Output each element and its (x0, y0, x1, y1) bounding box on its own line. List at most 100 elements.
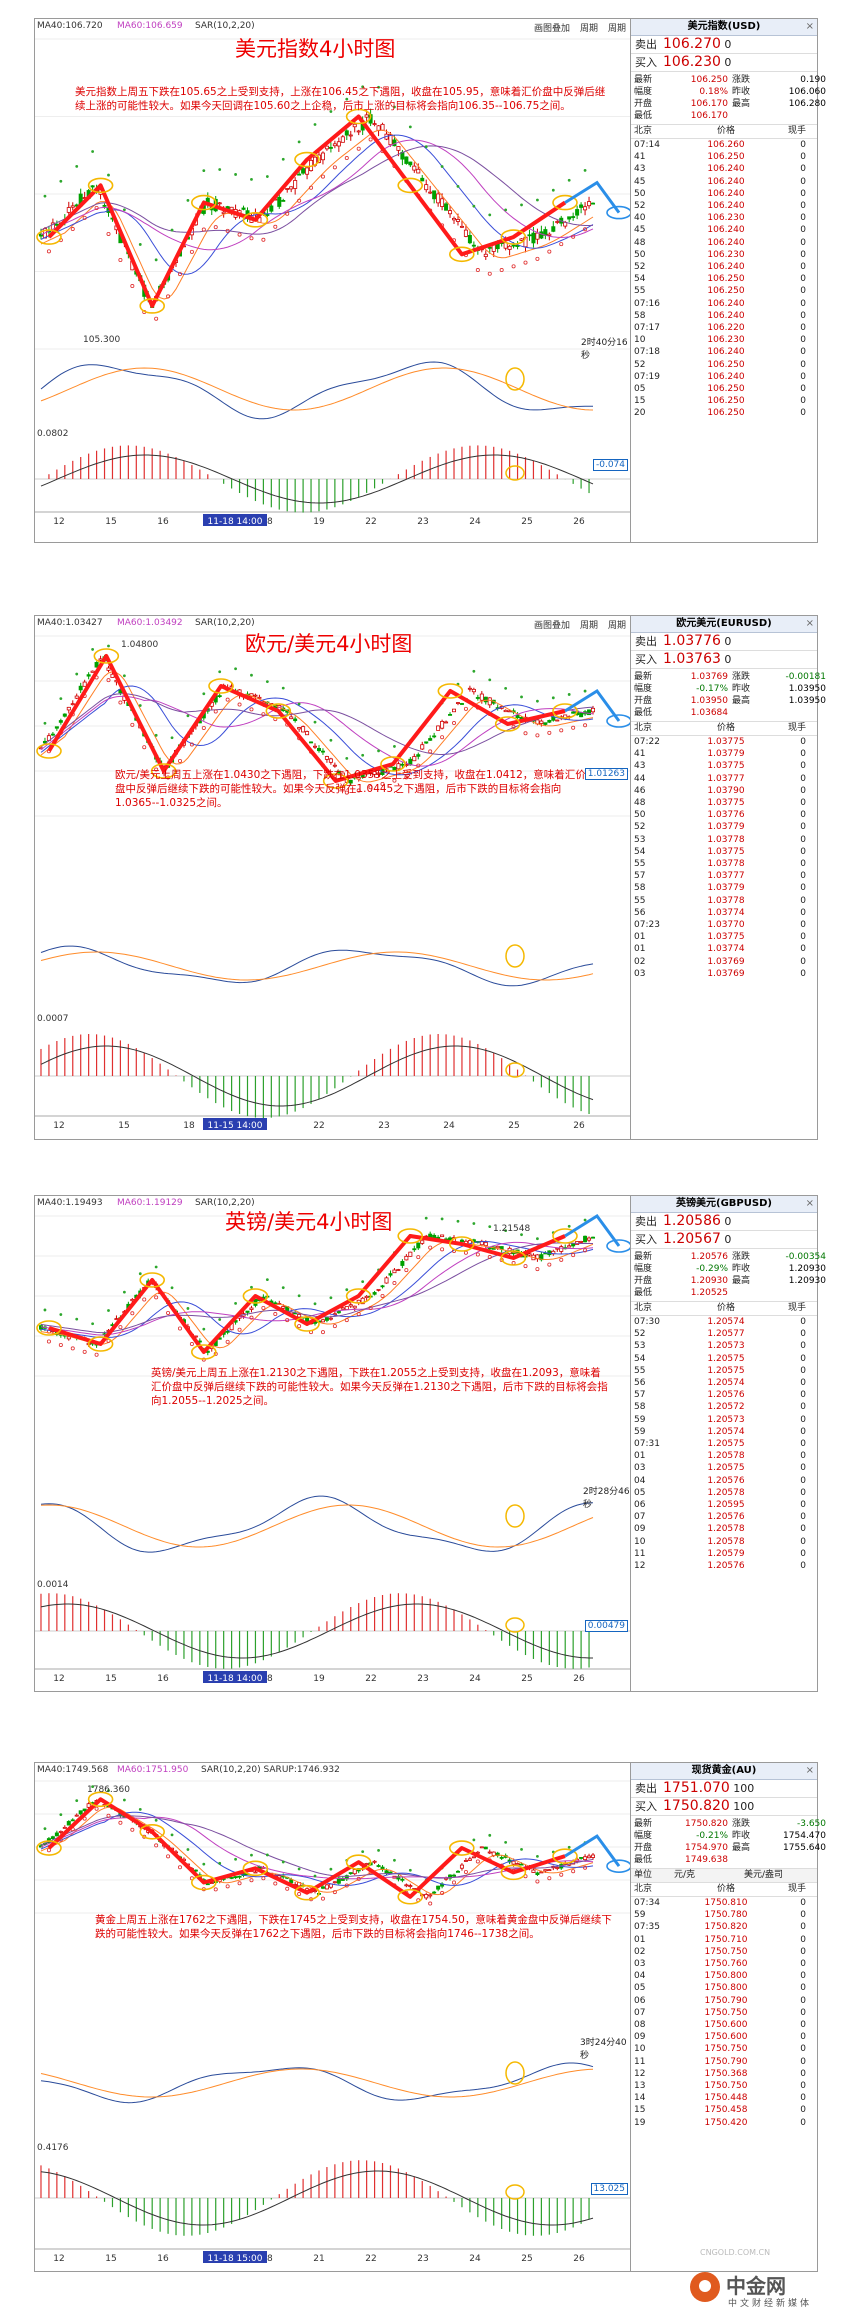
sar-dot-up (567, 1845, 571, 1849)
menu-item[interactable]: 周期 (579, 621, 598, 631)
sar-dot-up (91, 648, 95, 651)
x-tick-label: 16 (157, 2254, 169, 2264)
close-icon[interactable]: × (805, 618, 814, 629)
tick-list[interactable]: 07:34 1750.810 0 59 1750.780 0 07:35 1750.820 0 0… (631, 1897, 817, 2129)
candle (483, 1242, 488, 1247)
candle (591, 1854, 596, 1858)
sar-dot-up (424, 1216, 428, 1220)
candle (487, 1247, 492, 1250)
sar-dot (332, 165, 337, 170)
tick-time: 05 (634, 1487, 646, 1498)
tick-time: 13 (634, 2081, 646, 2092)
tick-volume: 0 (800, 408, 806, 419)
sar-dot (225, 1339, 230, 1344)
candle (539, 1871, 544, 1874)
menu-item[interactable]: 周期 (607, 621, 626, 631)
stat-value: -0.21% (696, 1831, 728, 1841)
tick-time: 58 (634, 883, 646, 894)
tick-volume: 0 (800, 237, 806, 248)
sar-dot-up (59, 1813, 63, 1817)
tick-row: 52 106.250 0 (634, 359, 817, 371)
candle (62, 713, 67, 717)
indicator-line-d (40, 1504, 594, 1548)
sar-dot-up (91, 1322, 95, 1326)
unit-row[interactable]: 单位 元/克 美元/盎司 (631, 1869, 817, 1883)
cursor-date-label: 11-18 14:00 (208, 517, 263, 527)
candle (567, 1245, 572, 1248)
close-icon[interactable]: × (805, 1198, 814, 1209)
tick-row: 58 106.240 0 (634, 310, 817, 322)
sar-dot (368, 785, 373, 790)
tick-price: 106.250 (707, 359, 745, 370)
sar-dot (106, 678, 111, 683)
sar-dot (58, 1342, 63, 1347)
menu-item[interactable]: 周期 (579, 24, 598, 34)
indicator-highlight (505, 1504, 525, 1528)
highlight-ellipse (242, 1860, 269, 1877)
x-tick-label: 25 (521, 517, 532, 527)
tick-price: 1.20575 (707, 1439, 745, 1450)
sar-dot (583, 723, 588, 728)
candle (90, 670, 95, 673)
tick-time: 55 (634, 1365, 646, 1376)
candle (320, 152, 325, 161)
tick-volume: 0 (800, 2081, 806, 2092)
candle (102, 204, 107, 207)
cursor-date-box (203, 2251, 267, 2263)
candle (591, 1236, 596, 1239)
candle (571, 216, 576, 218)
highlight-ellipse (139, 298, 165, 314)
candle (412, 1248, 417, 1251)
chart-menu[interactable]: 画图叠加 周期 周期 (524, 618, 626, 631)
menu-item[interactable]: 周期 (607, 24, 626, 34)
sar-dot-up (75, 1799, 79, 1803)
candle (66, 207, 71, 213)
stat-label: 最新 (634, 672, 653, 682)
tick-time: 45 (634, 176, 646, 187)
tick-time: 19 (634, 2117, 646, 2128)
close-icon[interactable]: × (805, 21, 814, 32)
candle (305, 167, 310, 175)
tick-price: 1.03777 (707, 871, 745, 882)
sar-dot (428, 749, 433, 754)
candle (463, 1860, 468, 1862)
sar-dot-up (107, 173, 110, 177)
stat-value: 1.03950 (788, 696, 826, 706)
menu-item[interactable]: 画图叠加 (533, 621, 570, 631)
candle (424, 1894, 429, 1899)
menu-item[interactable]: 画图叠加 (533, 24, 570, 34)
chart-menu[interactable]: 画图叠加 周期 周期 (524, 21, 626, 34)
candle (54, 223, 59, 226)
sar-dot-up (488, 1225, 492, 1229)
close-icon[interactable]: × (805, 1765, 814, 1776)
candle (444, 203, 449, 211)
candle (78, 1810, 83, 1815)
sar-label: SAR(10,2,20) (195, 21, 255, 31)
x-tick-label: 16 (157, 1674, 169, 1684)
sar-dot (46, 249, 51, 254)
sar-dot (273, 1881, 278, 1886)
tick-list[interactable]: 07:22 1.03775 0 41 1.03779 0 43 1.03775 0 44 1.037… (631, 736, 817, 980)
candle (328, 758, 333, 763)
sar-dot-up (75, 165, 79, 168)
sar-dot-up (472, 1838, 476, 1842)
tick-volume: 0 (800, 371, 806, 382)
candle (547, 233, 552, 236)
sar-dot (404, 775, 409, 780)
candle (511, 1860, 516, 1865)
stat-label: 最低 (634, 111, 653, 121)
sar-dot-up (154, 1818, 158, 1822)
stat-value: 106.170 (690, 111, 728, 121)
tick-row: 48 106.240 0 (634, 237, 817, 249)
tick-price: 106.240 (707, 176, 745, 187)
highlight-ellipse (139, 1272, 165, 1288)
sar-dot (94, 1352, 99, 1357)
candle (455, 1870, 460, 1873)
tick-row: 50 106.240 0 (634, 188, 817, 200)
tick-list[interactable]: 07:30 1.20574 0 52 1.20577 0 53 1.20573 0 54 1.205… (631, 1316, 817, 1572)
tick-price: 106.250 (707, 384, 745, 395)
tick-list[interactable]: 07:14 106.260 0 41 106.250 0 43 106.240 0 45 106.2… (631, 139, 817, 420)
candle (70, 1819, 75, 1822)
sar-dot (249, 1315, 254, 1320)
tick-volume: 0 (800, 2105, 806, 2116)
